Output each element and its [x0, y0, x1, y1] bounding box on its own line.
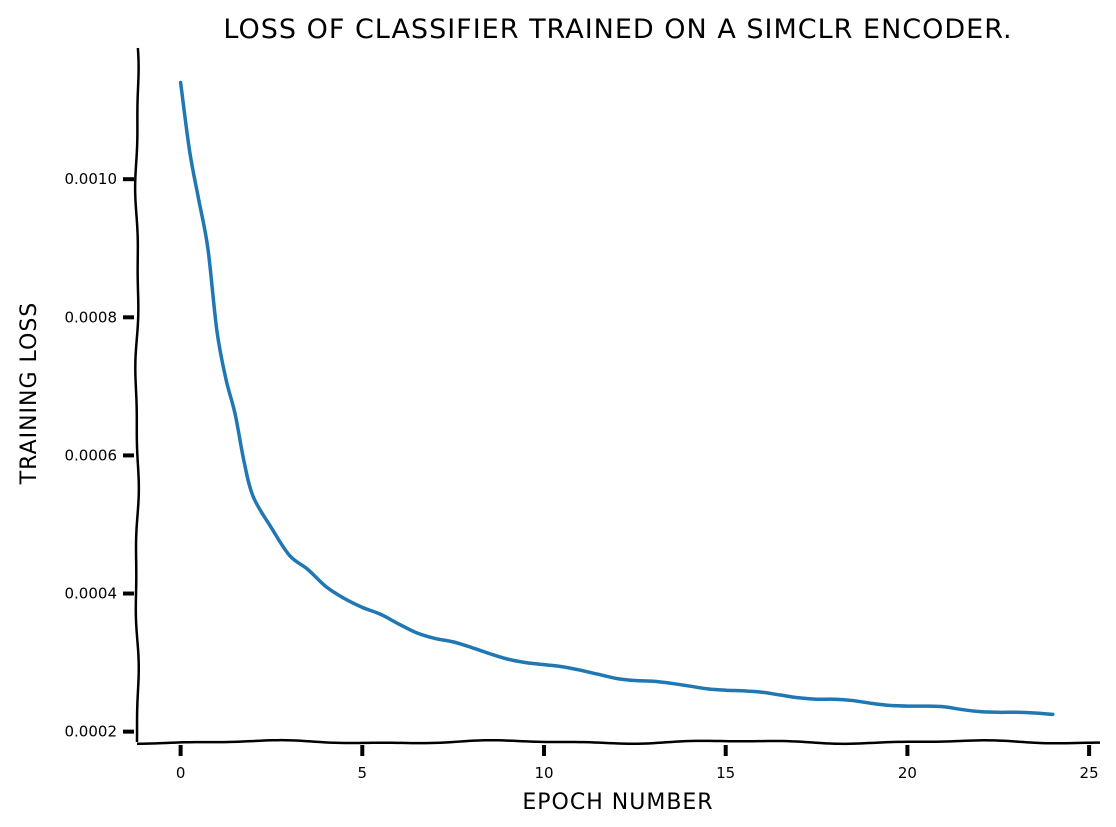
x-tick-label: 20	[898, 764, 917, 782]
y-axis-label: TRAINING LOSS	[17, 302, 42, 486]
y-tick-label: 0.0002	[65, 723, 118, 741]
y-tick-label: 0.0008	[65, 308, 118, 326]
x-ticks: 0 5 10 15 20 25	[176, 745, 1099, 782]
x-tick-label: 15	[716, 764, 735, 782]
series-group	[178, 80, 1055, 717]
y-tick-label: 0.0004	[65, 585, 118, 603]
x-axis-label: EPOCH NUMBER	[522, 790, 713, 815]
y-ticks: 0.0002 0.0004 0.0006 0.0008 0.0010	[65, 170, 134, 741]
x-tick-label: 0	[176, 764, 186, 782]
y-tick-label: 0.0006	[65, 446, 118, 464]
x-axis-line	[136, 738, 1101, 746]
chart-title: LOSS OF CLASSIFIER TRAINED ON A SIMCLR E…	[223, 14, 1012, 45]
series-line	[178, 80, 1055, 717]
y-axis-line	[133, 47, 141, 743]
x-tick-label: 10	[534, 764, 553, 782]
y-tick-label: 0.0010	[65, 170, 118, 188]
x-tick-label: 5	[358, 764, 368, 782]
x-tick-label: 25	[1080, 764, 1099, 782]
